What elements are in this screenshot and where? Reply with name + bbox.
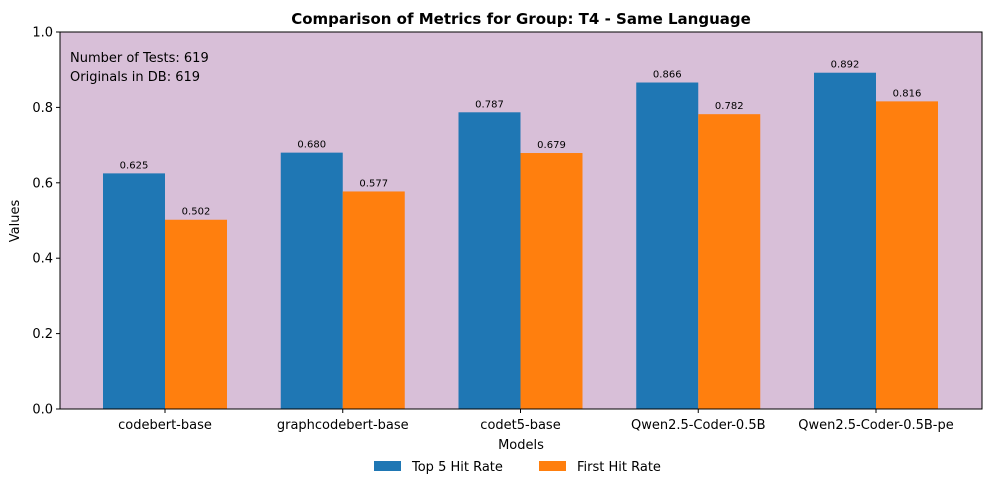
data-label-top5-2: 0.787 (475, 99, 504, 110)
bar-top5-1 (280, 152, 343, 409)
bar-first-hit-2 (520, 153, 583, 409)
legend-label-top5: Top 5 Hit Rate (411, 460, 503, 475)
legend: Top 5 Hit Rate First Hit Rate (374, 460, 661, 475)
chart-title: Comparison of Metrics for Group: T4 - Sa… (291, 10, 751, 28)
data-label-first-hit-2: 0.679 (537, 140, 566, 151)
data-label-first-hit-1: 0.577 (359, 178, 388, 189)
y-tick-label-4: 0.8 (32, 101, 53, 116)
x-tick-label-2: codet5-base (480, 418, 560, 433)
annotation-number-of-tests: Number of Tests: 619 (70, 51, 209, 66)
annotation-originals-in-db: Originals in DB: 619 (70, 70, 200, 85)
bar-first-hit-1 (342, 191, 405, 409)
bar-top5-4 (814, 72, 876, 409)
y-axis-label: Values (8, 200, 23, 243)
bar-first-hit-3 (698, 114, 761, 409)
legend-swatch-first-hit (539, 461, 566, 471)
bar-top5-2 (458, 112, 521, 410)
x-axis-label: Models (498, 438, 544, 453)
y-tick-label-0: 0.0 (32, 403, 53, 418)
x-tick-label-4: Qwen2.5-Coder-0.5B-pe (798, 418, 954, 433)
legend-swatch-top5 (374, 461, 401, 471)
y-tick-label-1: 0.2 (32, 327, 53, 342)
bar-first-hit-4 (876, 101, 938, 410)
data-label-top5-0: 0.625 (120, 160, 149, 171)
data-label-top5-1: 0.680 (297, 140, 326, 151)
y-tick-label-2: 0.4 (32, 252, 53, 267)
bars-layer (103, 72, 938, 410)
bar-first-hit-0 (165, 219, 227, 409)
data-label-top5-4: 0.892 (831, 60, 860, 71)
data-label-first-hit-3: 0.782 (715, 101, 744, 112)
y-axis: 0.0 0.2 0.4 0.6 0.8 1.0 (32, 26, 60, 418)
x-tick-label-3: Qwen2.5-Coder-0.5B (631, 418, 766, 433)
data-label-first-hit-4: 0.816 (893, 88, 922, 99)
bar-top5-0 (103, 173, 165, 409)
y-tick-label-3: 0.6 (32, 176, 53, 191)
x-tick-label-0: codebert-base (118, 418, 212, 433)
legend-label-first-hit: First Hit Rate (577, 460, 661, 475)
x-axis: codebert-base graphcodebert-base codet5-ba… (118, 409, 954, 433)
bar-top5-3 (636, 82, 699, 409)
x-tick-label-1: graphcodebert-base (277, 418, 409, 433)
data-label-first-hit-0: 0.502 (182, 207, 211, 218)
data-label-top5-3: 0.866 (653, 70, 682, 81)
data-labels-layer: 0.625 0.680 0.787 0.866 0.892 0.502 0.577 0.679… (120, 60, 922, 218)
y-tick-label-5: 1.0 (32, 26, 53, 41)
